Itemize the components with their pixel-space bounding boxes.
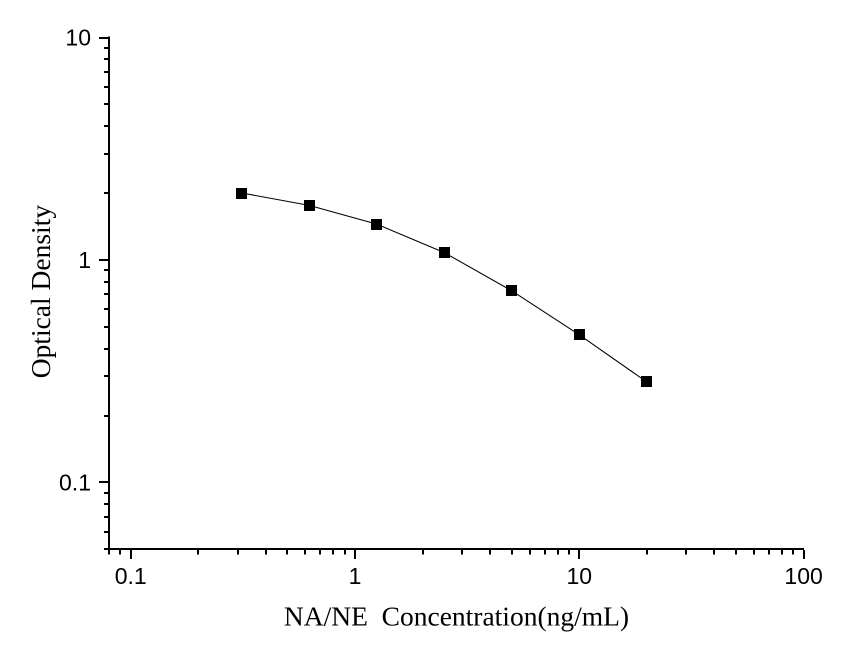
svg-text:Optical Density: Optical Density [25, 205, 56, 379]
svg-text:0.1: 0.1 [59, 470, 91, 496]
svg-text:0.1: 0.1 [115, 563, 147, 589]
svg-text:NA/NE Concentration(ng/mL): NA/NE Concentration(ng/mL) [284, 601, 629, 632]
svg-text:10: 10 [65, 25, 91, 51]
svg-text:10: 10 [567, 563, 593, 589]
svg-text:100: 100 [784, 563, 822, 589]
svg-text:1: 1 [349, 563, 362, 589]
svg-text:1: 1 [78, 247, 91, 273]
